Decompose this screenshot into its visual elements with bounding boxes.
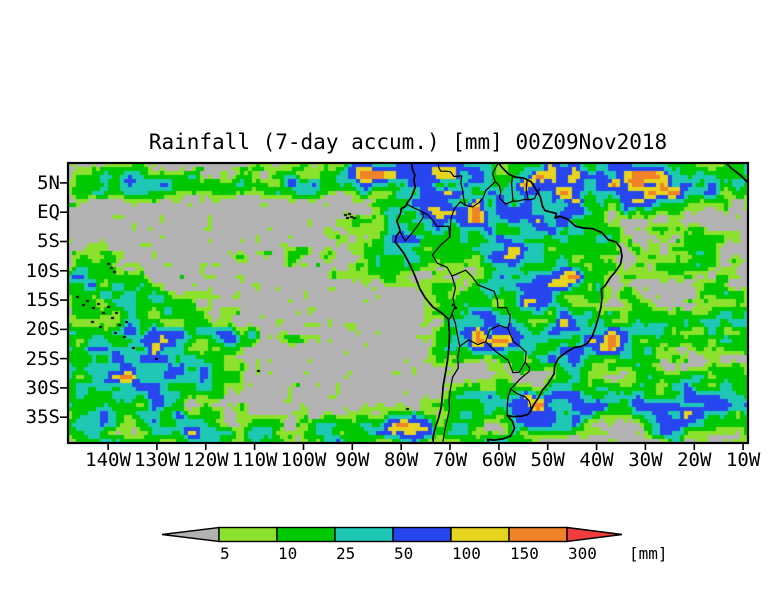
country-border [510, 361, 531, 390]
rainfall-raster-canvas [68, 163, 748, 443]
lat-tick-label: 25S [25, 347, 60, 370]
colorbar-unit-label: [mm] [629, 544, 668, 563]
lon-tick-label: 110W [231, 449, 278, 471]
colorbar-tick-label: 10 [278, 544, 298, 563]
lat-tick-label: 30S [25, 376, 60, 399]
country-border [511, 176, 514, 202]
lon-tick-label: 20W [677, 449, 712, 471]
colorbar-tick-label: 5 [220, 544, 230, 563]
country-border [494, 181, 540, 205]
colorbar-tick-label: 150 [510, 544, 539, 563]
lon-tick-label: 120W [182, 449, 229, 471]
lon-tick-label: 130W [134, 449, 180, 471]
country-border [431, 236, 453, 277]
lon-tick-label: 90W [335, 449, 370, 471]
country-border [449, 201, 466, 238]
colorbar-arrow-low [161, 526, 220, 543]
colorbar-bin [218, 526, 278, 543]
colorbar-bin [392, 526, 452, 543]
colorbar-bin [450, 526, 510, 543]
map-frame [66, 161, 750, 445]
coastline-south-america-pacific [394, 162, 451, 444]
colorbar-tick-label: 25 [336, 544, 356, 563]
country-border [507, 327, 527, 363]
lon-tick-label: 100W [280, 449, 327, 471]
lat-tick-label: 20S [25, 318, 60, 341]
country-border [442, 345, 461, 444]
coastline-overlay [60, 161, 750, 450]
country-border [525, 179, 529, 201]
lon-tick-label: 80W [383, 449, 419, 471]
lon-tick-label: 60W [481, 449, 517, 471]
country-border [464, 181, 496, 208]
colorbar-tick-label: 300 [568, 544, 597, 563]
colorbar-bin [276, 526, 336, 543]
country-border [510, 388, 532, 411]
country-border [447, 275, 456, 320]
country-border [405, 203, 424, 213]
chart-title: Rainfall (7-day accum.) [mm] 00Z09Nov201… [148, 130, 668, 154]
country-border [506, 388, 512, 416]
lon-tick-label: 40W [579, 449, 614, 471]
lat-tick-label: 5N [37, 171, 60, 194]
coastline-south-america-atlantic [486, 162, 623, 444]
country-border [459, 339, 487, 347]
country-border [399, 211, 424, 242]
country-border [485, 324, 509, 343]
country-border [422, 211, 451, 239]
country-border [451, 269, 511, 329]
lon-tick-label: 10W [725, 449, 761, 471]
lat-tick-label: 10S [25, 259, 60, 282]
colorbar-arrow-high [566, 526, 623, 543]
lat-tick-label: 35S [25, 406, 60, 429]
country-border [491, 163, 499, 183]
lat-tick-label: EQ [37, 201, 60, 224]
colorbar [161, 526, 623, 543]
lon-tick-label: 140W [85, 449, 131, 471]
colorbar-tick-label: 100 [452, 544, 481, 563]
map-plot-area [60, 161, 750, 450]
colorbar-bin [334, 526, 394, 543]
colorbar-bin [508, 526, 568, 543]
country-border [437, 162, 466, 206]
country-border [451, 312, 461, 347]
country-border [485, 341, 526, 374]
lat-tick-label: 15S [25, 289, 60, 312]
lon-tick-label: 50W [530, 449, 565, 471]
colorbar-tick-label: 50 [394, 544, 414, 563]
lat-tick-label: 5S [37, 230, 60, 253]
lon-tick-label: 70W [432, 449, 468, 471]
lon-tick-label: 30W [628, 449, 663, 471]
coastline-africa [725, 162, 749, 184]
